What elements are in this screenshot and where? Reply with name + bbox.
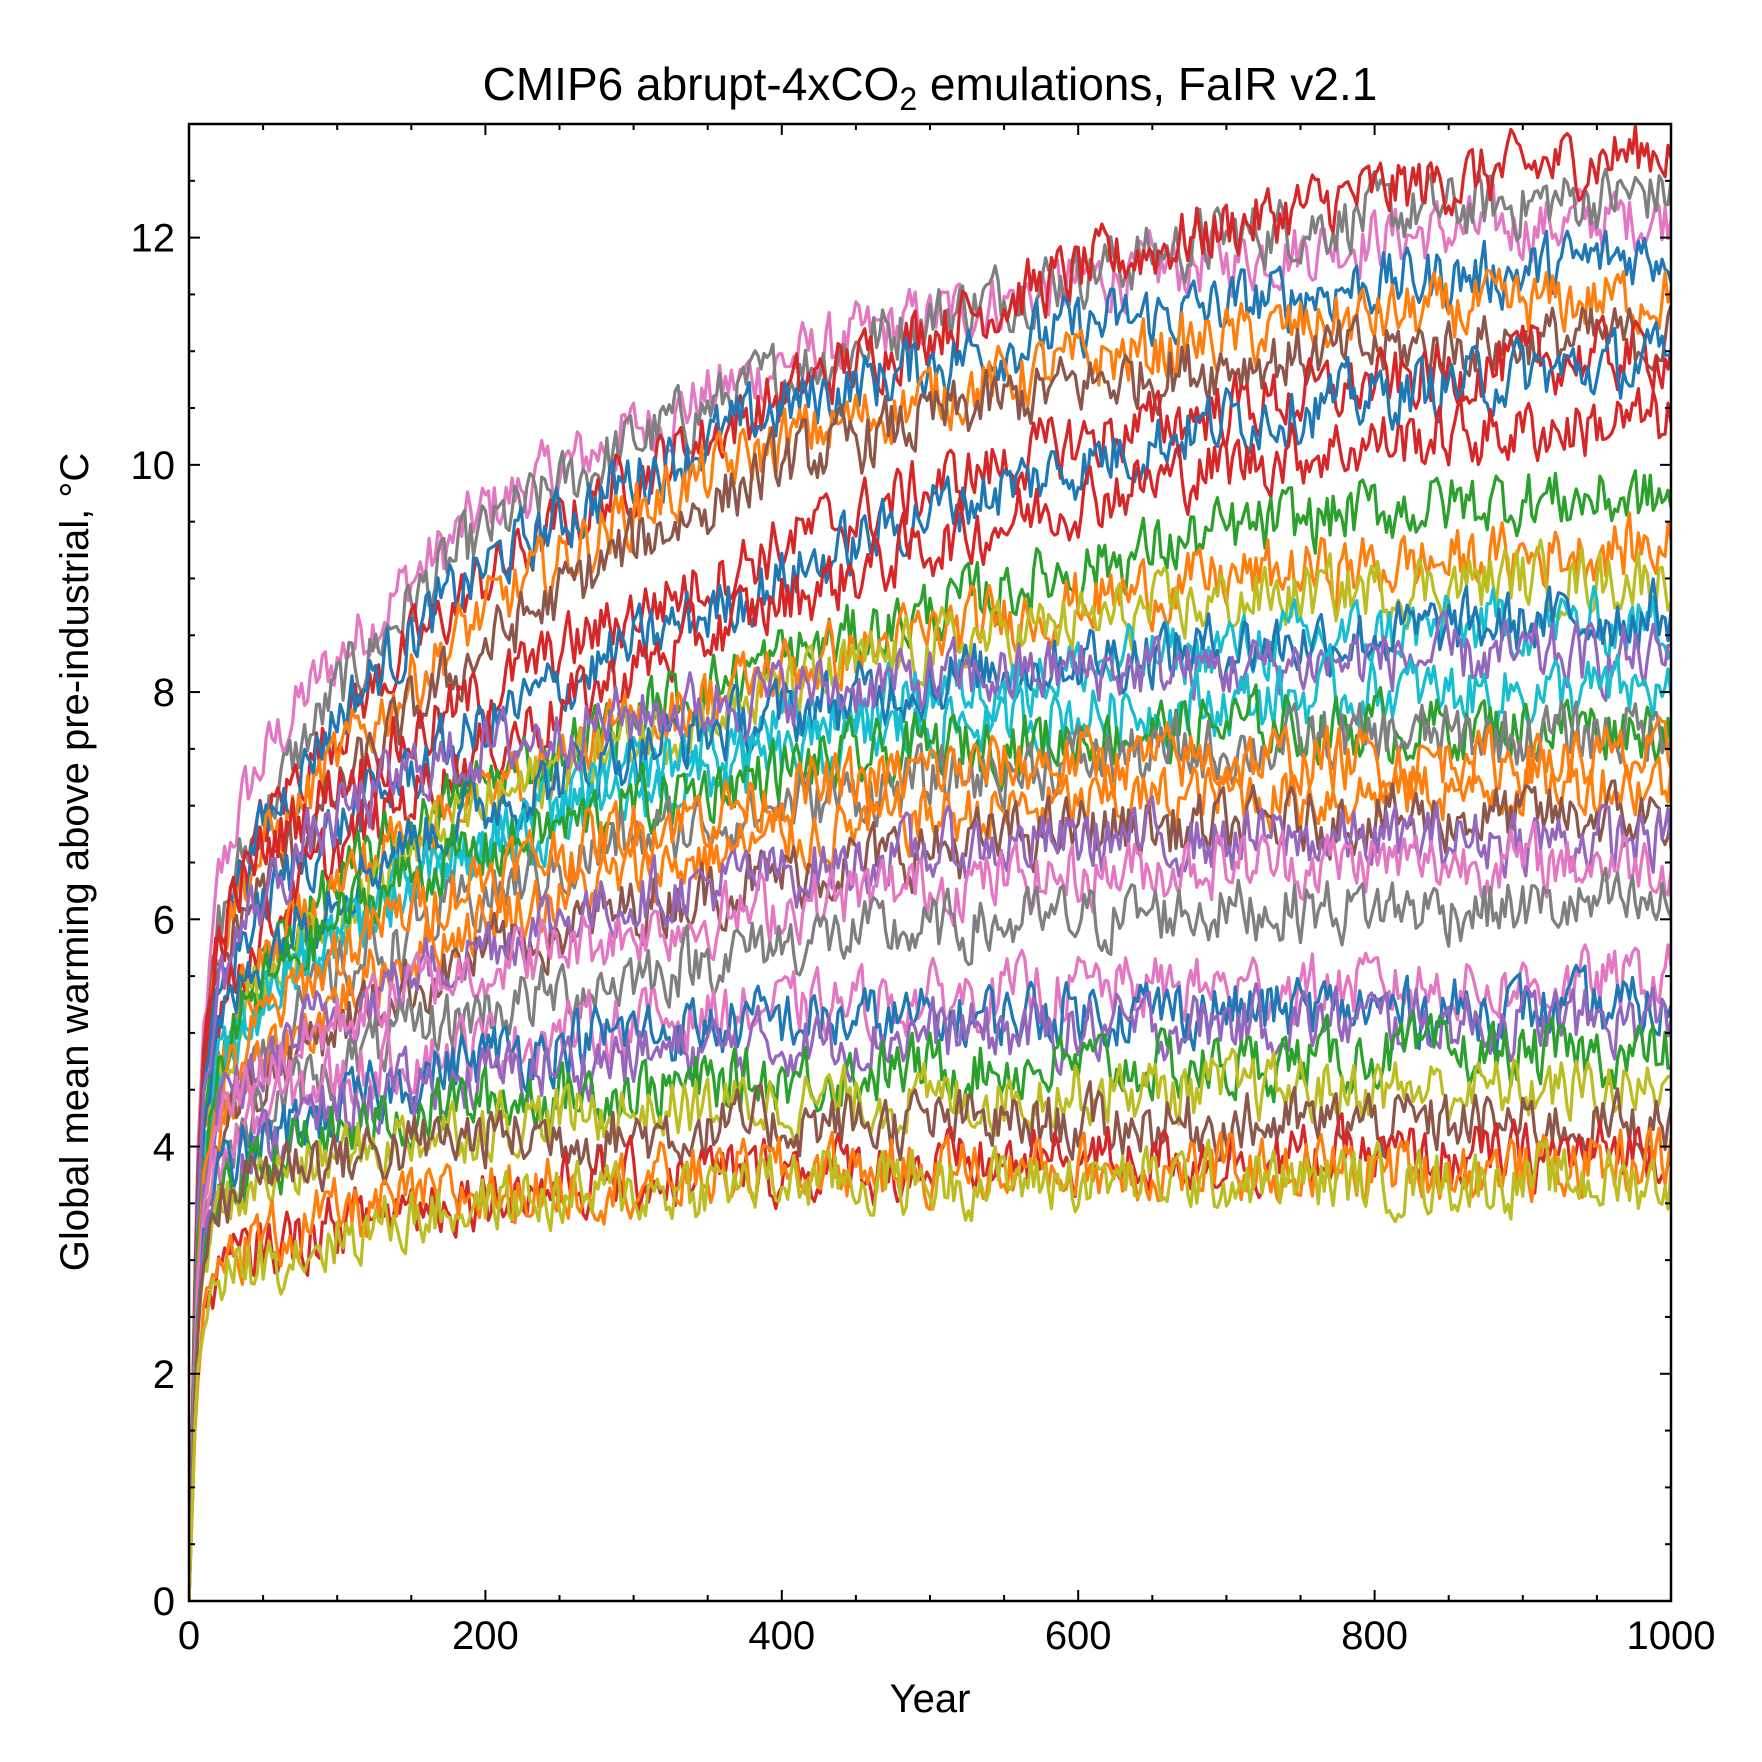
series-line-27 bbox=[189, 982, 1671, 1601]
series-line-14 bbox=[189, 577, 1671, 1601]
x-tick-label: 400 bbox=[748, 1614, 815, 1658]
y-tick-label: 4 bbox=[153, 1126, 175, 1170]
series-line-15 bbox=[189, 610, 1671, 1601]
y-tick-label: 0 bbox=[153, 1580, 175, 1624]
y-tick-label: 12 bbox=[131, 217, 176, 261]
series-line-22 bbox=[189, 795, 1671, 1601]
series-line-1 bbox=[189, 183, 1671, 1601]
series-line-30 bbox=[189, 1080, 1671, 1601]
x-axis-label: Year bbox=[890, 1677, 971, 1721]
series-line-3 bbox=[189, 124, 1671, 1601]
series-line-29 bbox=[189, 1047, 1671, 1601]
series-line-19 bbox=[189, 715, 1671, 1601]
series-line-26 bbox=[189, 963, 1671, 1601]
y-tick-label: 10 bbox=[131, 444, 176, 488]
series-line-24 bbox=[189, 866, 1671, 1601]
x-tick-label: 1000 bbox=[1627, 1614, 1716, 1658]
y-tick-label: 8 bbox=[153, 671, 175, 715]
y-tick-label: 2 bbox=[153, 1353, 175, 1397]
y-axis-label: Global mean warming above pre-industrial… bbox=[53, 453, 97, 1272]
series-line-33 bbox=[189, 1138, 1671, 1601]
series-layer bbox=[189, 124, 1671, 1601]
series-line-5 bbox=[189, 267, 1671, 1601]
x-tick-label: 0 bbox=[178, 1614, 200, 1658]
series-line-23 bbox=[189, 820, 1671, 1601]
series-line-32 bbox=[189, 1126, 1671, 1601]
series-line-18 bbox=[189, 700, 1671, 1601]
series-line-28 bbox=[189, 1010, 1671, 1601]
chart-title: CMIP6 abrupt-4xCO2 emulations, FaIR v2.1 bbox=[483, 58, 1378, 117]
series-line-25 bbox=[189, 943, 1671, 1601]
y-tick-label: 6 bbox=[153, 898, 175, 942]
y-axis: 0 2 4 6 8 10 12 bbox=[131, 123, 1671, 1624]
x-tick-label: 600 bbox=[1045, 1614, 1112, 1658]
series-line-12 bbox=[189, 538, 1671, 1601]
series-line-20 bbox=[189, 749, 1671, 1601]
series-line-8 bbox=[189, 321, 1671, 1601]
series-line-4 bbox=[189, 229, 1671, 1601]
x-tick-label: 200 bbox=[452, 1614, 519, 1658]
x-tick-label: 800 bbox=[1341, 1614, 1408, 1658]
x-axis: 0 200 400 600 800 1000 bbox=[178, 124, 1716, 1658]
series-line-6 bbox=[189, 304, 1671, 1601]
